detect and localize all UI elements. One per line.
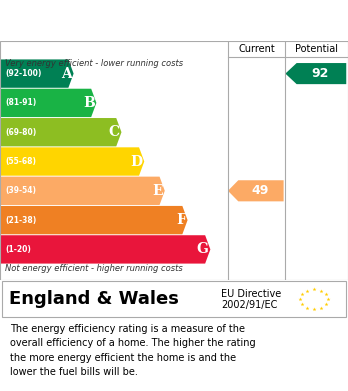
Text: Current: Current (238, 44, 275, 54)
Polygon shape (0, 147, 144, 176)
Text: (55-68): (55-68) (5, 157, 36, 166)
Text: Potential: Potential (295, 44, 338, 54)
Polygon shape (0, 118, 121, 146)
Text: (21-38): (21-38) (5, 215, 37, 224)
Polygon shape (0, 59, 74, 88)
Polygon shape (0, 89, 96, 117)
Text: (81-91): (81-91) (5, 99, 37, 108)
Text: (39-54): (39-54) (5, 186, 36, 196)
Text: 92: 92 (311, 67, 329, 80)
Text: B: B (83, 96, 95, 110)
Polygon shape (285, 63, 346, 84)
Text: (92-100): (92-100) (5, 69, 42, 78)
Polygon shape (228, 180, 284, 201)
Text: A: A (61, 66, 72, 81)
Polygon shape (0, 206, 188, 234)
Text: C: C (109, 125, 120, 139)
Text: D: D (130, 154, 143, 169)
Polygon shape (0, 177, 165, 205)
Text: Very energy efficient - lower running costs: Very energy efficient - lower running co… (5, 59, 183, 68)
Text: G: G (197, 242, 209, 256)
Text: F: F (176, 213, 186, 227)
Text: EU Directive: EU Directive (221, 289, 281, 300)
Text: England & Wales: England & Wales (9, 290, 179, 308)
Text: (69-80): (69-80) (5, 128, 37, 137)
Text: E: E (152, 184, 163, 198)
Text: Not energy efficient - higher running costs: Not energy efficient - higher running co… (5, 264, 183, 273)
Polygon shape (0, 235, 210, 264)
Text: The energy efficiency rating is a measure of the
overall efficiency of a home. T: The energy efficiency rating is a measur… (10, 324, 256, 377)
Text: Energy Efficiency Rating: Energy Efficiency Rating (9, 13, 230, 28)
Text: 49: 49 (252, 184, 269, 197)
Text: (1-20): (1-20) (5, 245, 31, 254)
Text: 2002/91/EC: 2002/91/EC (221, 300, 277, 310)
